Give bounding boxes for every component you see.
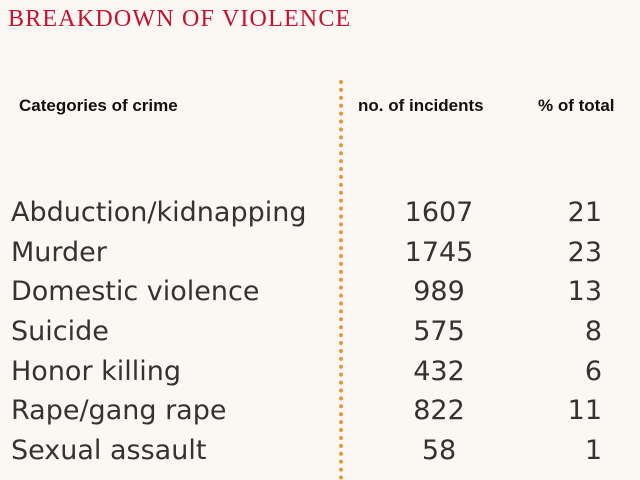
cell-percent: 6	[584, 355, 602, 387]
cell-category: Suicide	[11, 316, 109, 348]
column-header-incidents: no. of incidents	[358, 96, 484, 115]
cell-category: Abduction/kidnapping	[11, 197, 307, 228]
cell-percent: 8	[584, 316, 602, 348]
table-body: Abduction/kidnapping 1607 21 Murder 1745 23 Do…	[0, 194, 640, 472]
table-row: Rape/gang rape 822 11	[11, 395, 602, 427]
cell-percent: 23	[567, 236, 602, 268]
table-row: Abduction/kidnapping 1607 21	[11, 197, 602, 228]
cell-category: Honor killing	[11, 355, 182, 387]
cell-percent: 13	[567, 276, 602, 308]
table-row: Murder 1745 23	[11, 236, 602, 268]
chart-title: BREAKDOWN OF VIOLENCE	[8, 6, 352, 32]
table-row: Domestic violence 989 13	[11, 276, 602, 308]
column-header-category: Categories of crime	[19, 96, 178, 115]
cell-category: Murder	[11, 236, 107, 268]
cell-category: Rape/gang rape	[11, 395, 227, 427]
cell-category: Sexual assault	[11, 435, 207, 467]
cell-percent: 21	[567, 197, 602, 228]
dotted-divider	[339, 80, 343, 480]
table-row: Honor killing 432 6	[11, 355, 602, 387]
cell-percent: 1	[584, 435, 602, 467]
cell-category: Domestic violence	[11, 276, 260, 308]
column-header-percent: % of total	[538, 96, 615, 115]
cell-percent: 11	[567, 395, 602, 427]
table-row: Suicide 575 8	[11, 316, 602, 348]
table-row: Sexual assault 58 1	[11, 435, 602, 467]
